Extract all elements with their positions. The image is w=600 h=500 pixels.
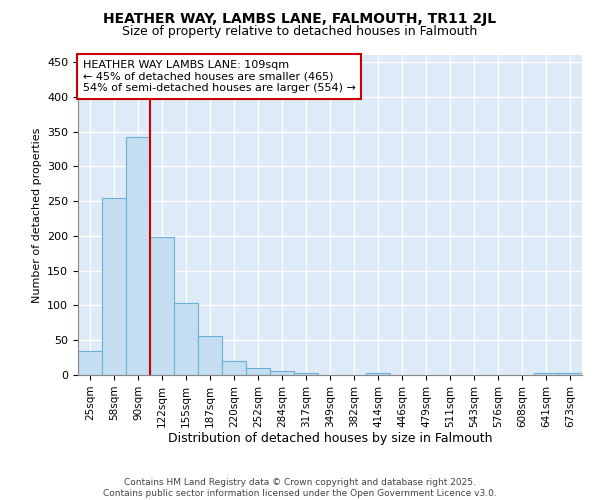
Bar [270, 371, 294, 375]
Bar [246, 368, 270, 375]
Text: HEATHER WAY, LAMBS LANE, FALMOUTH, TR11 2JL: HEATHER WAY, LAMBS LANE, FALMOUTH, TR11 … [103, 12, 497, 26]
Bar [150, 238, 174, 375]
Bar [102, 198, 126, 375]
Text: HEATHER WAY LAMBS LANE: 109sqm
← 45% of detached houses are smaller (465)
54% of: HEATHER WAY LAMBS LANE: 109sqm ← 45% of … [83, 60, 356, 93]
Bar [174, 304, 198, 375]
Y-axis label: Number of detached properties: Number of detached properties [32, 128, 41, 302]
Text: Contains HM Land Registry data © Crown copyright and database right 2025.
Contai: Contains HM Land Registry data © Crown c… [103, 478, 497, 498]
Text: Size of property relative to detached houses in Falmouth: Size of property relative to detached ho… [122, 25, 478, 38]
Bar [198, 336, 222, 375]
Bar [126, 137, 150, 375]
Bar [534, 373, 558, 375]
Bar [366, 373, 390, 375]
X-axis label: Distribution of detached houses by size in Falmouth: Distribution of detached houses by size … [168, 432, 492, 446]
Bar [294, 373, 318, 375]
Bar [78, 350, 102, 375]
Bar [222, 361, 246, 375]
Bar [558, 373, 582, 375]
